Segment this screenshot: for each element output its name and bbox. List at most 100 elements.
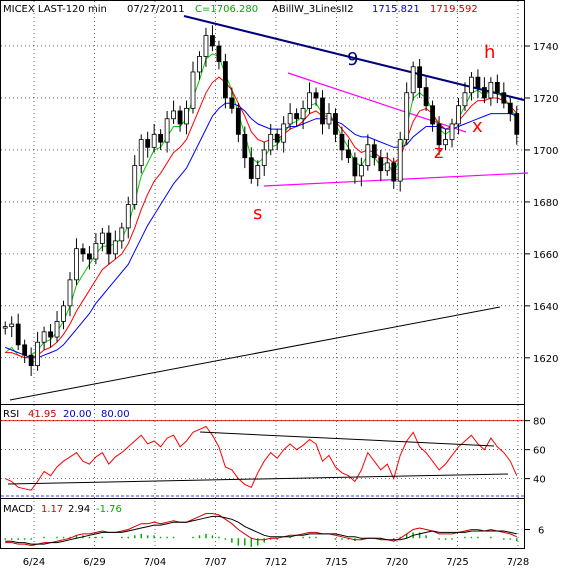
price-bar-body <box>87 253 92 260</box>
trendlines <box>9 15 529 401</box>
price-bar-body <box>190 71 196 109</box>
rsi-label: RSI <box>3 409 19 420</box>
price-bar-body <box>475 76 481 88</box>
price-bar-body <box>410 66 416 94</box>
price-bar-body <box>371 144 377 159</box>
price-bar-body <box>138 139 144 166</box>
price-bar-body <box>28 354 34 367</box>
price-bar-body <box>494 81 500 94</box>
price-bar-body <box>242 133 248 159</box>
price-bar-body <box>61 305 66 322</box>
macd-v2: 2.94 <box>68 504 90 515</box>
x-tick-label: 7/15 <box>325 557 347 568</box>
price-bar-body <box>132 165 138 205</box>
rsi-line <box>4 425 518 491</box>
annotation-9: 9 <box>347 49 358 70</box>
price-bar-body <box>326 113 332 125</box>
price-bar-body <box>54 321 60 338</box>
rsi-trendline-upper <box>199 431 495 447</box>
header-symbol: MICEX LAST-120 min <box>3 4 107 15</box>
price-bar-body <box>106 232 112 255</box>
macd-signal-line <box>5 515 517 545</box>
price-bar-body <box>501 92 507 104</box>
price-bar-body <box>294 113 300 120</box>
price-bar-body <box>80 248 86 255</box>
rsi-panel <box>1 420 524 497</box>
price-bar-body <box>287 113 293 125</box>
price-bar-body <box>35 341 41 367</box>
price-bar-body <box>320 97 325 125</box>
price-bar-body <box>235 107 241 135</box>
y-tick-label: 1720 <box>533 94 558 105</box>
trendline-long-support <box>9 306 501 401</box>
rsi-y-tick-label: 40 <box>533 475 546 486</box>
x-tick-label: 6/29 <box>83 557 105 568</box>
price-bar-body <box>430 105 435 125</box>
rsi-y-tick-label: 80 <box>533 417 546 428</box>
x-tick-label: 7/20 <box>386 557 408 568</box>
price-bar-body <box>514 113 520 135</box>
price-bar-body <box>203 35 209 57</box>
macd-panel <box>4 513 518 547</box>
price-bar-body <box>507 102 513 114</box>
price-bar-body <box>2 326 8 329</box>
price-bar-body <box>210 35 215 47</box>
price-bar-body <box>268 133 274 151</box>
macd-panel-frame <box>0 498 525 549</box>
price-bar-body <box>216 45 222 62</box>
price-bar-body <box>158 133 164 143</box>
annotation-z: z <box>434 142 443 163</box>
header-date: 07/27/2011 <box>127 4 185 15</box>
price-bar-body <box>184 107 189 125</box>
price-bar-body <box>125 204 131 229</box>
price-bar-body <box>99 232 105 244</box>
price-bar-body <box>481 87 487 99</box>
price-bar-body <box>171 110 176 120</box>
price-bar-body <box>229 97 235 109</box>
price-bar-body <box>255 165 261 179</box>
price-bar-body <box>274 133 280 143</box>
price-bar-body <box>177 110 183 125</box>
trendline-upper-navy <box>183 15 525 101</box>
price-bar-body <box>436 123 442 146</box>
y-tick-label: 1620 <box>533 354 558 365</box>
price-bar-body <box>307 92 312 109</box>
price-bar-body <box>384 162 390 172</box>
price-bar-body <box>404 92 410 140</box>
price-bar-body <box>74 248 79 281</box>
price-bar-body <box>313 92 319 99</box>
macd-v3: -1.76 <box>96 504 122 515</box>
y-axis-ticks: 1620 1640 1660 1680 1700 1720 1740 40 60 80 6 <box>524 42 558 537</box>
price-bar-body <box>112 240 118 255</box>
x-tick-label: 7/12 <box>265 557 287 568</box>
price-bar-body <box>119 227 125 242</box>
price-bar-body <box>346 149 351 159</box>
price-panel-frame <box>0 0 525 405</box>
x-tick-label: 7/04 <box>144 557 166 568</box>
price-bar-body <box>164 118 170 143</box>
price-bar-body <box>358 165 364 177</box>
price-bar-body <box>48 331 53 338</box>
price-bar-body <box>261 149 267 166</box>
y-tick-label: 1660 <box>533 250 558 261</box>
x-tick-label: 7/07 <box>204 557 226 568</box>
rsi-value: 41.95 <box>28 409 57 420</box>
price-bar-body <box>488 81 494 99</box>
y-tick-label: 1640 <box>533 302 558 313</box>
price-bar-body <box>462 92 468 107</box>
price-bar-body <box>93 243 99 260</box>
x-axis-ticks: 6/24 6/29 7/04 7/07 7/12 7/15 7/20 7/25 7/28 <box>23 557 529 568</box>
price-bar-body <box>443 139 448 146</box>
price-bar-body <box>397 139 403 182</box>
price-bar-body <box>67 279 73 307</box>
price-bar-body <box>22 344 28 356</box>
price-bar-body <box>469 76 474 94</box>
x-tick-label: 7/28 <box>507 557 529 568</box>
y-tick-label: 1700 <box>533 146 558 157</box>
price-bar-body <box>339 133 345 151</box>
price-bar-body <box>391 162 397 182</box>
rsi-trendline-lower <box>7 473 509 485</box>
rsi-upper: 80.00 <box>101 409 130 420</box>
y-tick-label: 1740 <box>533 42 558 53</box>
